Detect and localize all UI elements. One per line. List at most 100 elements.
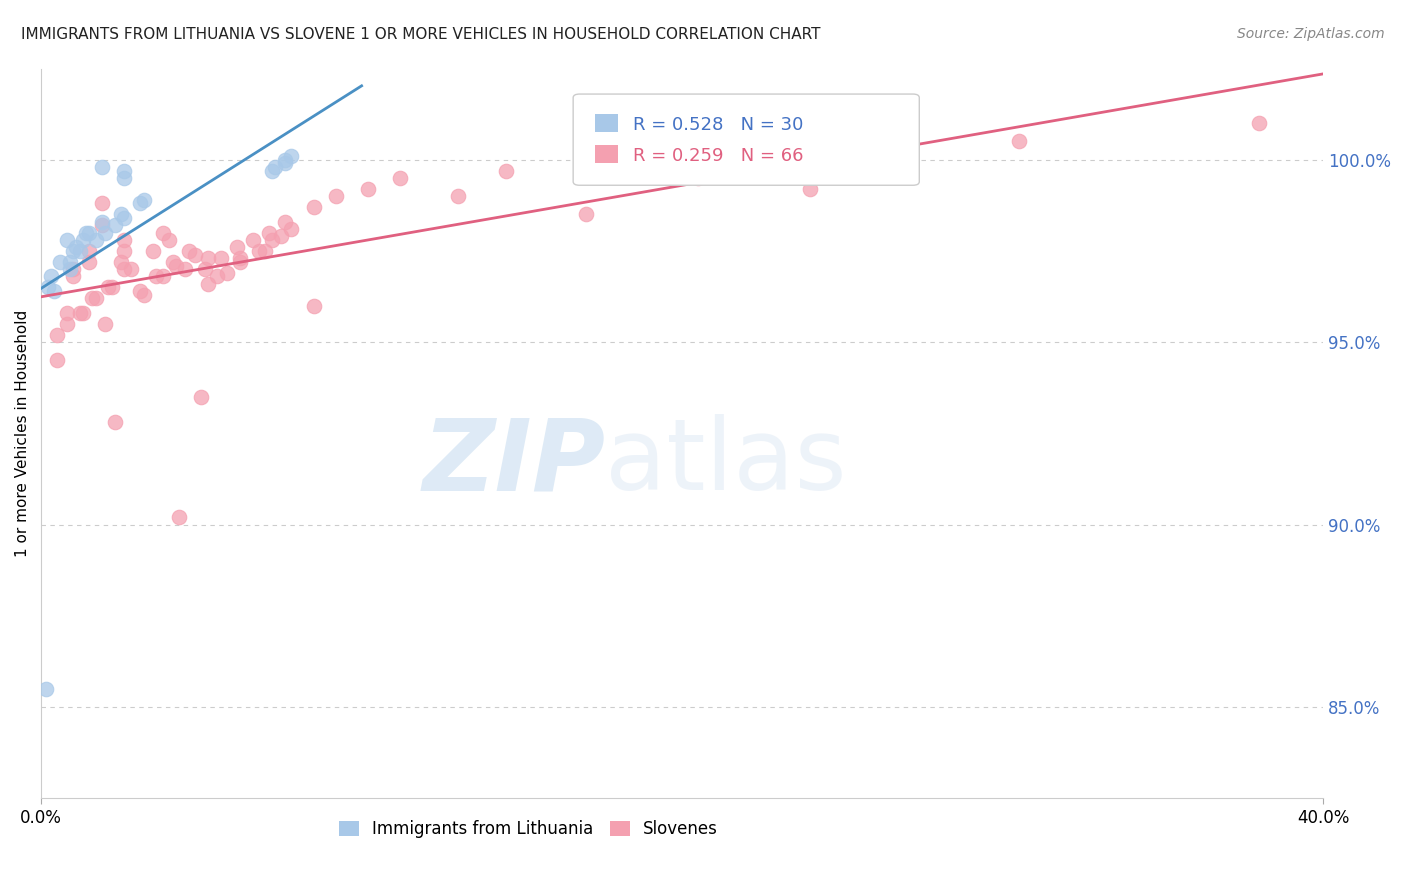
Point bbox=[157, 233, 180, 247]
Point bbox=[49, 255, 72, 269]
Point bbox=[77, 255, 100, 269]
Point bbox=[55, 306, 77, 320]
Point bbox=[39, 269, 62, 284]
Text: atlas: atlas bbox=[605, 414, 846, 511]
Point bbox=[225, 240, 247, 254]
Point bbox=[55, 317, 77, 331]
Point bbox=[280, 149, 302, 163]
Point bbox=[302, 200, 325, 214]
FancyBboxPatch shape bbox=[574, 94, 920, 186]
Point bbox=[94, 226, 117, 240]
Point bbox=[197, 251, 219, 265]
Point bbox=[145, 269, 167, 284]
Text: IMMIGRANTS FROM LITHUANIA VS SLOVENE 1 OR MORE VEHICLES IN HOUSEHOLD CORRELATION: IMMIGRANTS FROM LITHUANIA VS SLOVENE 1 O… bbox=[21, 27, 821, 42]
Point bbox=[82, 291, 104, 305]
Point bbox=[35, 681, 58, 696]
Point bbox=[77, 244, 100, 258]
Point bbox=[46, 327, 69, 342]
Point bbox=[120, 262, 142, 277]
Point bbox=[132, 287, 155, 301]
Point bbox=[65, 240, 87, 254]
Point bbox=[72, 233, 94, 247]
Text: R = 0.259   N = 66: R = 0.259 N = 66 bbox=[634, 147, 804, 165]
Point bbox=[174, 262, 197, 277]
Point bbox=[129, 196, 152, 211]
Point bbox=[72, 306, 94, 320]
Point bbox=[104, 416, 127, 430]
Point bbox=[62, 269, 84, 284]
Point bbox=[84, 233, 107, 247]
Point bbox=[215, 266, 238, 280]
Point bbox=[273, 215, 295, 229]
Point bbox=[325, 189, 347, 203]
Point bbox=[302, 299, 325, 313]
Point bbox=[114, 262, 136, 277]
Point bbox=[152, 269, 174, 284]
Point bbox=[114, 244, 136, 258]
Text: R = 0.528   N = 30: R = 0.528 N = 30 bbox=[634, 116, 804, 134]
Legend: Immigrants from Lithuania, Slovenes: Immigrants from Lithuania, Slovenes bbox=[332, 814, 724, 845]
Point bbox=[97, 280, 120, 294]
Point bbox=[59, 255, 82, 269]
Point bbox=[1008, 135, 1031, 149]
Point bbox=[46, 353, 69, 368]
Point bbox=[273, 153, 295, 167]
Point bbox=[209, 251, 232, 265]
Point bbox=[495, 163, 517, 178]
Point bbox=[75, 226, 97, 240]
Point bbox=[142, 244, 165, 258]
Point bbox=[94, 317, 117, 331]
Point bbox=[132, 193, 155, 207]
Point bbox=[260, 163, 283, 178]
Point bbox=[247, 244, 270, 258]
Point bbox=[114, 163, 136, 178]
Point bbox=[110, 207, 132, 221]
Point bbox=[357, 182, 380, 196]
Point bbox=[69, 306, 91, 320]
Point bbox=[62, 244, 84, 258]
Point bbox=[77, 226, 100, 240]
FancyBboxPatch shape bbox=[595, 145, 619, 163]
Point bbox=[62, 262, 84, 277]
Point bbox=[114, 211, 136, 225]
Point bbox=[37, 280, 59, 294]
Point bbox=[129, 284, 152, 298]
Text: ZIP: ZIP bbox=[422, 414, 605, 511]
Point bbox=[84, 291, 107, 305]
Point bbox=[114, 171, 136, 186]
Point bbox=[389, 171, 412, 186]
Point bbox=[688, 171, 710, 186]
Point bbox=[575, 207, 598, 221]
Point bbox=[242, 233, 264, 247]
Point bbox=[197, 277, 219, 291]
Text: Source: ZipAtlas.com: Source: ZipAtlas.com bbox=[1237, 27, 1385, 41]
Point bbox=[100, 280, 122, 294]
Point bbox=[110, 255, 132, 269]
Point bbox=[260, 233, 283, 247]
Point bbox=[152, 226, 174, 240]
Point bbox=[104, 219, 127, 233]
Point bbox=[114, 233, 136, 247]
FancyBboxPatch shape bbox=[595, 113, 619, 132]
Point bbox=[91, 219, 114, 233]
Point bbox=[270, 229, 292, 244]
Point bbox=[59, 262, 82, 277]
Point bbox=[193, 262, 215, 277]
Y-axis label: 1 or more Vehicles in Household: 1 or more Vehicles in Household bbox=[15, 310, 30, 557]
Point bbox=[165, 259, 187, 273]
Point bbox=[42, 284, 65, 298]
Point bbox=[799, 182, 821, 196]
Point bbox=[254, 244, 277, 258]
Point bbox=[162, 255, 184, 269]
Point bbox=[273, 156, 295, 170]
Point bbox=[229, 255, 252, 269]
Point bbox=[257, 226, 280, 240]
Point bbox=[229, 251, 252, 265]
Point bbox=[91, 215, 114, 229]
Point bbox=[447, 189, 470, 203]
Point bbox=[91, 196, 114, 211]
Point bbox=[167, 510, 190, 524]
Point bbox=[69, 244, 91, 258]
Point bbox=[55, 233, 77, 247]
Point bbox=[1247, 116, 1270, 130]
